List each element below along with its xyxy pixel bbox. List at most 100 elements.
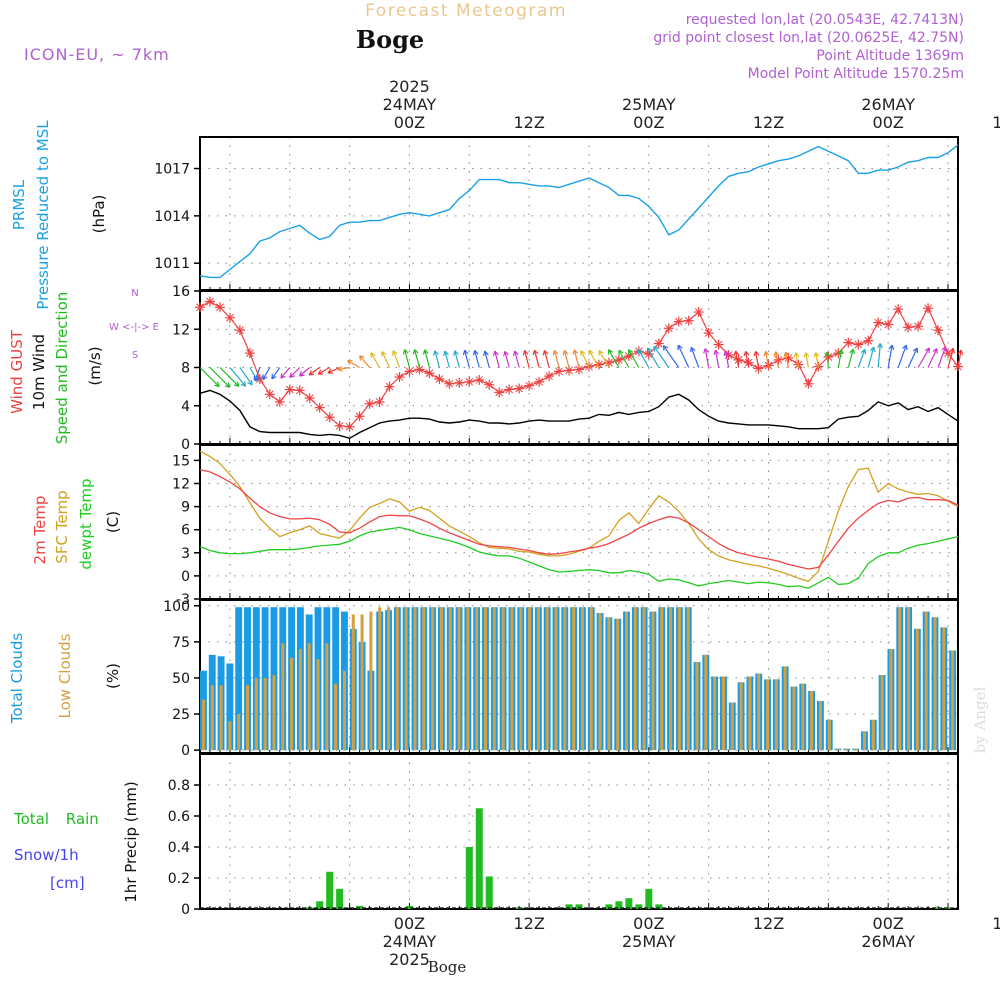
- wind-arrow-head: [247, 382, 253, 386]
- wind-arrow-head: [783, 351, 787, 357]
- wind-arrow-shaft: [199, 367, 220, 387]
- gust-marker: [544, 371, 555, 382]
- wind-arrow: [370, 352, 381, 368]
- y-tick-label: 6: [181, 523, 190, 539]
- wind-arrow-head: [891, 344, 895, 350]
- low-cloud-bar: [369, 611, 373, 751]
- gust-marker-d2: [844, 338, 853, 347]
- wind-arrow-head: [504, 350, 509, 356]
- low-cloud-bar: [898, 607, 902, 751]
- wind-arrow: [588, 349, 600, 368]
- wind-arrow-shaft: [474, 350, 480, 368]
- wind-arrow-shaft: [219, 367, 240, 387]
- low-cloud-bar: [889, 649, 893, 751]
- gust-marker: [444, 378, 455, 389]
- clouds-unit: (%): [104, 663, 122, 689]
- gust-marker-d2: [425, 369, 434, 378]
- wind-arrow-shaft: [504, 351, 510, 368]
- wind-arrow-shaft: [580, 350, 590, 368]
- low-cloud-bar: [580, 607, 584, 751]
- low-cloud-bar: [281, 643, 285, 751]
- wind-arrow-head: [795, 352, 800, 357]
- gust-marker-d2: [555, 367, 563, 376]
- wind-arrow-shaft: [598, 350, 610, 368]
- wind-arrow-shaft: [543, 350, 550, 368]
- wind-arrow-head: [763, 351, 767, 357]
- wind-arrow-head: [723, 350, 727, 356]
- y-tick-label: 0: [181, 902, 190, 918]
- wind-arrow-shaft: [662, 345, 680, 368]
- time-axis-label: 25MAY: [622, 95, 676, 114]
- low-cloud-bar: [422, 607, 426, 751]
- gust-marker: [294, 385, 305, 396]
- low-cloud-bar: [457, 607, 461, 751]
- wind-arrow-shaft: [262, 367, 271, 380]
- gust-marker-d2: [914, 322, 922, 331]
- time-axis-label: 00Z: [633, 914, 664, 933]
- wind-arrow: [857, 348, 867, 368]
- gust-line: [199, 300, 959, 428]
- wind-arrow-shaft: [957, 349, 962, 368]
- wind-arrow: [867, 346, 876, 368]
- precip-panel: 0 0.2 0.4 0.6 0.8: [168, 753, 959, 918]
- gust-marker: [893, 304, 904, 315]
- wind-arrow-shaft: [755, 351, 760, 368]
- bottom-time-axis: 00Z24MAY202512Z00Z25MAY12Z00Z26MAY12Z: [383, 914, 1000, 969]
- wind-arrow-shaft: [494, 350, 500, 368]
- wind-arrow-head: [653, 346, 656, 352]
- temp-unit: (C): [104, 511, 122, 533]
- gust-marker-d2: [335, 421, 344, 430]
- time-axis-label: 12Z: [992, 113, 1000, 132]
- wind-arrow-shaft: [289, 367, 301, 378]
- gust-marker-d2: [415, 365, 424, 374]
- wind-arrow: [381, 350, 391, 368]
- low-cloud-bar: [290, 657, 294, 751]
- wind-arrow-shaft: [608, 349, 620, 368]
- wind-arrow-shaft: [573, 349, 580, 368]
- low-cloud-bar: [307, 643, 311, 751]
- low-cloud-bar: [704, 654, 708, 751]
- wind-arrow-shaft: [359, 355, 371, 368]
- compass-south: S: [132, 350, 138, 361]
- gust-marker: [753, 363, 764, 374]
- low-cloud-bar: [907, 607, 911, 751]
- wind-arrow-head: [785, 351, 790, 357]
- wind-arrow-head: [474, 350, 479, 355]
- gust-marker-d2: [246, 349, 254, 358]
- low-cloud-bar: [228, 721, 232, 751]
- wind-arrow: [253, 367, 261, 382]
- low-cloud-bar: [871, 719, 875, 751]
- wind-arrow-head: [254, 377, 260, 382]
- low-cloud-bar: [254, 677, 258, 751]
- low-cloud-bar: [854, 748, 858, 751]
- gust-marker-d2: [824, 353, 833, 361]
- y-tick-label: 9: [181, 500, 190, 516]
- rain-bar: [336, 888, 344, 909]
- wind-arrow-head: [840, 349, 844, 355]
- wind-arrow-head: [217, 381, 220, 387]
- panel-frame: [199, 444, 959, 600]
- low-cloud-bar: [748, 676, 752, 751]
- low-cloud-bar: [448, 607, 452, 751]
- sfc-temp-line: [199, 450, 959, 583]
- wind-arrow: [803, 352, 810, 368]
- wind-arrow: [433, 350, 440, 368]
- gust-marker: [344, 421, 355, 432]
- wind-arrow-shaft: [857, 349, 866, 368]
- rain-bar: [655, 904, 663, 909]
- wind-arrow-head: [793, 352, 797, 358]
- wind-arrow: [412, 349, 421, 368]
- wind-arrow: [723, 350, 730, 368]
- gust-marker-d2: [934, 326, 942, 335]
- total-rain-label: Total Rain: [13, 810, 99, 828]
- wind-arrow-shaft: [795, 352, 800, 368]
- low-cloud-bar: [739, 682, 743, 751]
- y-tick-label: 0.8: [168, 778, 190, 794]
- low-cloud-bar: [801, 683, 805, 751]
- wind-arrow-head: [443, 350, 446, 357]
- gust-marker-d2: [445, 379, 454, 388]
- y-tick-label: 0.4: [168, 840, 190, 856]
- gust-marker-d2: [854, 340, 863, 349]
- gust-marker-d2: [704, 329, 713, 337]
- low-cloud-bar: [298, 649, 302, 751]
